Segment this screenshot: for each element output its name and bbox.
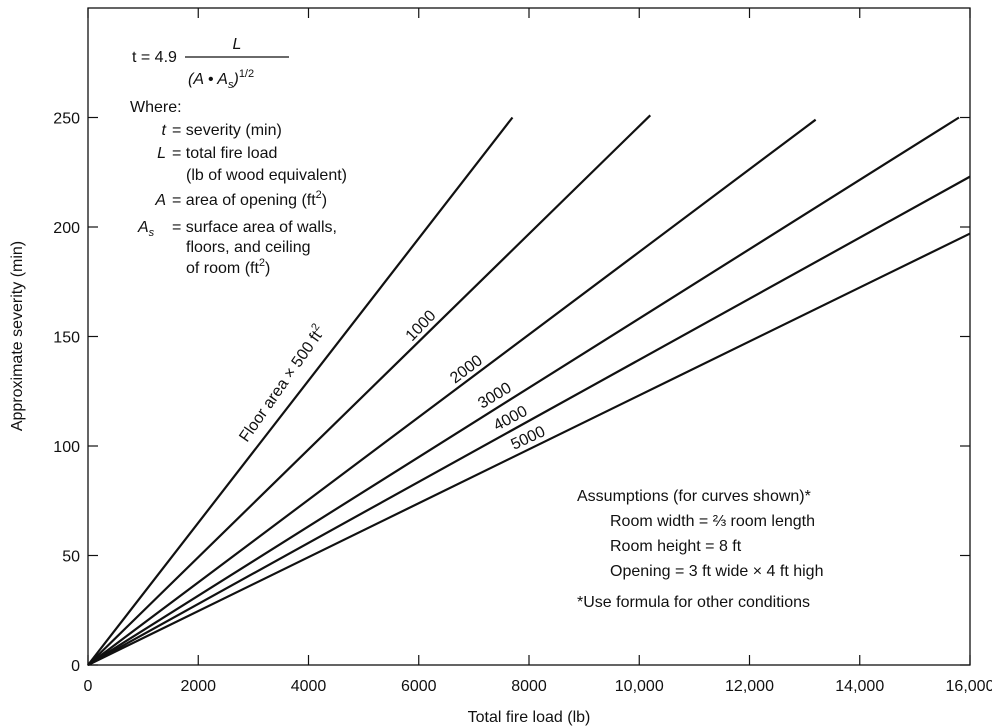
x-axis: 0 2000 4000 6000 8000 10,000 12,000 14,000 16,00… <box>84 8 992 695</box>
where-heading: Where: <box>130 99 182 116</box>
series-label-floor-500: Floor area × 500 ft2 <box>234 321 329 445</box>
y-tick-label: 200 <box>53 220 80 237</box>
formula-numerator: L <box>233 36 242 53</box>
series-line-3 <box>87 116 960 666</box>
assumption-room-height: Room height = 8 ft <box>610 538 742 555</box>
series-line-0 <box>87 116 514 666</box>
A-symbol: A <box>154 192 166 209</box>
L-definition-line1: = total fire load <box>172 145 277 162</box>
series-line-4 <box>87 175 971 666</box>
y-tick-label: 100 <box>53 439 80 456</box>
y-tick-label: 250 <box>53 111 80 128</box>
x-tick-label: 2000 <box>180 678 216 695</box>
assumptions-heading: Assumptions (for curves shown)* <box>577 488 811 505</box>
y-axis-title: Approximate severity (min) <box>9 241 26 431</box>
y-tick-label: 50 <box>62 549 80 566</box>
assumption-opening: Opening = 3 ft wide × 4 ft high <box>610 563 823 580</box>
formula: t = 4.9 L (A • As)1/2 <box>132 36 289 91</box>
A-definition: = area of opening (ft2) <box>172 189 327 209</box>
formula-denominator: (A • As)1/2 <box>188 68 254 91</box>
t-symbol: t <box>162 122 167 139</box>
As-definition-line1: = surface area of walls, <box>172 219 337 236</box>
x-tick-label: 14,000 <box>835 678 884 695</box>
series-line-1 <box>87 114 652 666</box>
variable-definitions: Where: t = severity (min) L = total fire… <box>130 99 347 277</box>
x-tick-label: 10,000 <box>615 678 664 695</box>
t-definition: = severity (min) <box>172 122 282 139</box>
As-definition-line2: floors, and ceiling <box>186 239 311 256</box>
L-symbol: L <box>157 145 166 162</box>
assumptions-note: Assumptions (for curves shown)* Room wid… <box>577 488 823 611</box>
series-line-5 <box>87 232 971 666</box>
x-tick-label: 12,000 <box>725 678 774 695</box>
x-tick-label: 4000 <box>291 678 327 695</box>
series-line-2 <box>87 118 817 666</box>
assumption-room-width: Room width = ⅔ room length <box>610 513 815 530</box>
L-definition-line2: (lb of wood equivalent) <box>186 167 347 184</box>
x-tick-label: 16,000 <box>946 678 992 695</box>
assumptions-footnote: *Use formula for other conditions <box>577 594 810 611</box>
series-lines <box>87 114 971 666</box>
x-tick-label: 0 <box>84 678 93 695</box>
series-label-3000: 3000 <box>475 379 514 412</box>
formula-lhs: t = 4.9 <box>132 49 177 66</box>
x-tick-label: 6000 <box>401 678 437 695</box>
y-tick-label: 0 <box>71 658 80 675</box>
x-tick-label: 8000 <box>511 678 547 695</box>
x-axis-title: Total fire load (lb) <box>468 709 591 726</box>
As-symbol: As <box>137 219 155 239</box>
As-definition-line3: of room (ft2) <box>186 257 270 277</box>
y-axis: 0 50 100 150 200 250 <box>53 111 970 675</box>
series-labels: Floor area × 500 ft2 1000 2000 3000 4000… <box>234 307 548 453</box>
y-tick-label: 150 <box>53 330 80 347</box>
